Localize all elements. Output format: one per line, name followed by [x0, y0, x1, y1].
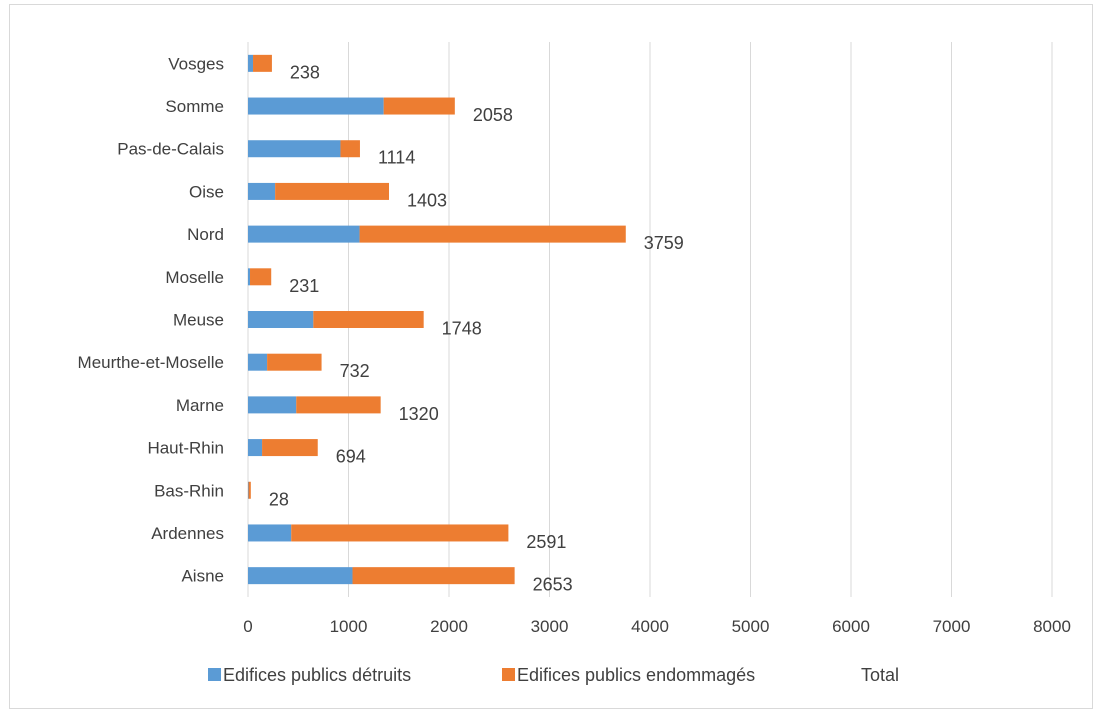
chart-frame: 0 1000 2000 3000 4000 5000 6000 7000 8000 Aisne 26…	[9, 4, 1093, 709]
bar-endommages	[267, 353, 322, 371]
data-label: 694	[336, 447, 366, 467]
legend-item-total: Total	[861, 665, 899, 685]
bar-detruits	[248, 268, 251, 286]
bar-detruits	[248, 54, 254, 72]
legend-label: Edifices publics endommagés	[517, 665, 755, 685]
bar-detruits	[248, 481, 249, 499]
data-label: 3759	[644, 233, 684, 253]
data-label: 1403	[407, 190, 447, 210]
data-label: 1320	[399, 404, 439, 424]
category-label: Nord	[187, 225, 224, 244]
bars	[248, 54, 626, 585]
category-label: Vosges	[168, 54, 224, 73]
gridlines	[247, 42, 1053, 597]
bar-endommages	[340, 140, 360, 158]
bar-endommages	[248, 481, 251, 499]
category-label: Ardennes	[151, 524, 224, 543]
data-label: 231	[289, 276, 319, 296]
legend-label: Total	[861, 665, 899, 685]
category-label: Aisne	[181, 567, 224, 586]
bar-detruits	[248, 353, 268, 371]
bar-endommages	[250, 268, 272, 286]
bar-endommages	[253, 54, 272, 72]
bar-detruits	[248, 140, 341, 158]
bar-detruits	[248, 396, 297, 414]
bar-endommages	[383, 97, 455, 115]
data-label: 732	[340, 361, 370, 381]
x-tick-label: 1000	[330, 617, 368, 636]
bar-endommages	[262, 439, 318, 457]
legend-swatch	[502, 668, 515, 681]
legend-item-endommages: Edifices publics endommagés	[502, 665, 755, 685]
bar-endommages	[313, 311, 424, 328]
x-tick-label: 0	[243, 617, 252, 636]
x-tick-label: 2000	[430, 617, 468, 636]
stacked-bar-chart: 0 1000 2000 3000 4000 5000 6000 7000 8000 Aisne 26…	[78, 42, 1071, 685]
bar-endommages	[352, 567, 515, 585]
data-label: 1114	[378, 148, 415, 168]
category-label: Meuse	[173, 311, 224, 330]
category-label: Oise	[189, 182, 224, 201]
bar-detruits	[248, 439, 263, 457]
bar-endommages	[291, 524, 509, 542]
legend: Edifices publics détruits Edifices public…	[208, 665, 899, 685]
legend-swatch	[208, 668, 221, 681]
bar-endommages	[275, 182, 390, 200]
x-tick-label: 6000	[832, 617, 870, 636]
category-label: Pas-de-Calais	[117, 140, 224, 159]
category-label: Somme	[165, 97, 224, 116]
bar-detruits	[248, 225, 360, 243]
data-label: 2653	[533, 575, 573, 595]
data-label: 1748	[442, 319, 482, 339]
data-label: 238	[290, 62, 320, 82]
x-tick-label: 5000	[732, 617, 770, 636]
x-tick-label: 4000	[631, 617, 669, 636]
bar-detruits	[248, 182, 276, 200]
data-label: 2591	[526, 532, 566, 552]
category-label: Haut-Rhin	[147, 439, 224, 458]
labels: 0 1000 2000 3000 4000 5000 6000 7000 8000 Aisne 26…	[78, 54, 1071, 636]
data-label: 28	[269, 489, 289, 509]
bar-detruits	[248, 524, 292, 542]
bar-detruits	[248, 311, 314, 328]
x-tick-label: 8000	[1033, 617, 1071, 636]
bar-detruits	[248, 97, 384, 115]
category-label: Bas-Rhin	[154, 481, 224, 500]
bar-endommages	[296, 396, 381, 414]
category-label: Marne	[176, 396, 224, 415]
bar-detruits	[248, 567, 353, 585]
legend-item-detruits: Edifices publics détruits	[208, 665, 411, 685]
bar-endommages	[359, 225, 626, 243]
x-tick-label: 7000	[933, 617, 971, 636]
data-label: 2058	[473, 105, 513, 125]
x-tick-label: 3000	[531, 617, 569, 636]
legend-label: Edifices publics détruits	[223, 665, 411, 685]
category-label: Moselle	[165, 268, 224, 287]
category-label: Meurthe-et-Moselle	[78, 353, 224, 372]
